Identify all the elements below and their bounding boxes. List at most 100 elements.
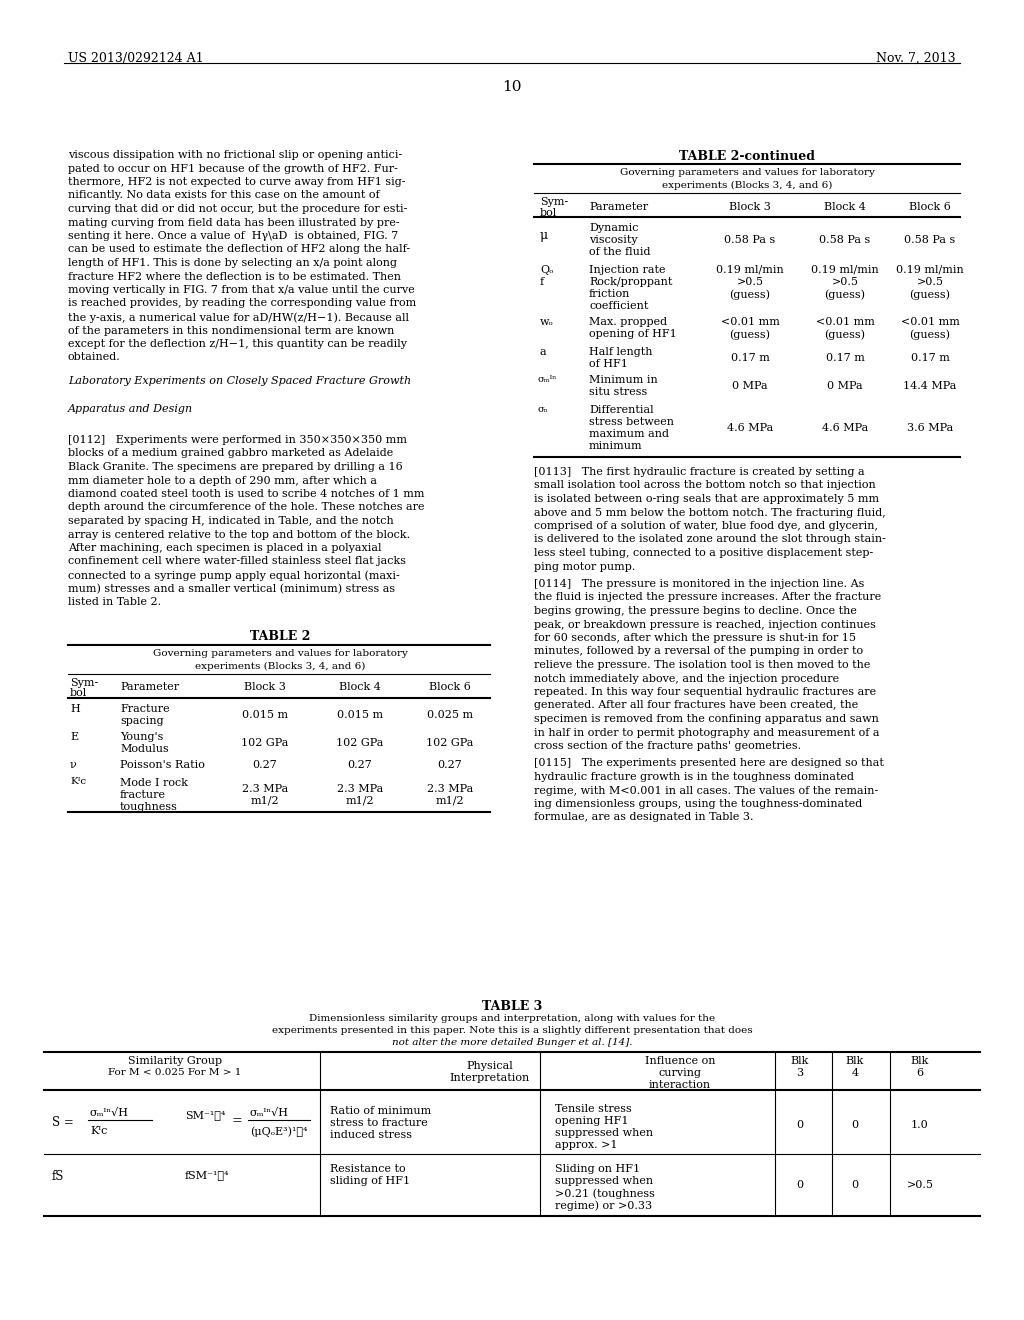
Text: blocks of a medium grained gabbro marketed as Adelaide: blocks of a medium grained gabbro market… <box>68 449 393 458</box>
Text: coefficient: coefficient <box>589 301 648 312</box>
Text: suppressed when: suppressed when <box>555 1176 653 1185</box>
Text: 6: 6 <box>916 1068 924 1078</box>
Text: is delivered to the isolated zone around the slot through stain-: is delivered to the isolated zone around… <box>534 535 886 544</box>
Text: mm diameter hole to a depth of 290 mm, after which a: mm diameter hole to a depth of 290 mm, a… <box>68 475 377 486</box>
Text: σₘᴵⁿ√H: σₘᴵⁿ√H <box>90 1107 129 1118</box>
Text: Kᴵc: Kᴵc <box>70 777 86 787</box>
Text: depth around the circumference of the hole. These notches are: depth around the circumference of the ho… <box>68 503 425 512</box>
Text: Black Granite. The specimens are prepared by drilling a 16: Black Granite. The specimens are prepare… <box>68 462 402 473</box>
Text: Blk: Blk <box>846 1056 864 1067</box>
Text: [0112]   Experiments were performed in 350×350×350 mm: [0112] Experiments were performed in 350… <box>68 436 407 445</box>
Text: 0.015 m: 0.015 m <box>242 710 288 719</box>
Text: Young's: Young's <box>120 731 164 742</box>
Text: TABLE 3: TABLE 3 <box>482 1001 542 1012</box>
Text: hydraulic fracture growth is in the toughness dominated: hydraulic fracture growth is in the toug… <box>534 772 854 781</box>
Text: pated to occur on HF1 because of the growth of HF2. Fur-: pated to occur on HF1 because of the gro… <box>68 164 398 173</box>
Text: 0.17 m: 0.17 m <box>825 352 864 363</box>
Text: is isolated between o-ring seals that are approximately 5 mm: is isolated between o-ring seals that ar… <box>534 494 880 504</box>
Text: μ: μ <box>540 228 548 242</box>
Text: SM⁻¹ᐟ⁴: SM⁻¹ᐟ⁴ <box>185 1110 225 1119</box>
Text: σₙ: σₙ <box>538 405 549 414</box>
Text: viscosity: viscosity <box>589 235 638 246</box>
Text: viscous dissipation with no frictional slip or opening antici-: viscous dissipation with no frictional s… <box>68 150 402 160</box>
Text: opening of HF1: opening of HF1 <box>589 329 677 339</box>
Text: Governing parameters and values for laboratory: Governing parameters and values for labo… <box>153 648 408 657</box>
Text: Parameter: Parameter <box>589 202 648 213</box>
Text: ping motor pump.: ping motor pump. <box>534 561 635 572</box>
Text: spacing: spacing <box>120 715 164 726</box>
Text: m1/2: m1/2 <box>435 796 464 805</box>
Text: Block 3: Block 3 <box>244 682 286 693</box>
Text: 0.015 m: 0.015 m <box>337 710 383 719</box>
Text: in half in order to permit photography and measurement of a: in half in order to permit photography a… <box>534 727 880 738</box>
Text: regime, with M<0.001 in all cases. The values of the remain-: regime, with M<0.001 in all cases. The v… <box>534 785 879 796</box>
Text: bol: bol <box>70 689 87 698</box>
Text: Physical: Physical <box>467 1061 513 1071</box>
Text: 3.6 MPa: 3.6 MPa <box>907 422 953 433</box>
Text: minutes, followed by a reversal of the pumping in order to: minutes, followed by a reversal of the p… <box>534 647 863 656</box>
Text: 4: 4 <box>851 1068 858 1078</box>
Text: obtained.: obtained. <box>68 352 121 363</box>
Text: 102 GPa: 102 GPa <box>336 738 384 747</box>
Text: friction: friction <box>589 289 631 300</box>
Text: length of HF1. This is done by selecting an x/a point along: length of HF1. This is done by selecting… <box>68 257 397 268</box>
Text: <0.01 mm: <0.01 mm <box>815 317 874 327</box>
Text: except for the deflection z/H−1, this quantity can be readily: except for the deflection z/H−1, this qu… <box>68 339 407 348</box>
Text: diamond coated steel tooth is used to scribe 4 notches of 1 mm: diamond coated steel tooth is used to sc… <box>68 488 425 499</box>
Text: connected to a syringe pump apply equal horizontal (maxi-: connected to a syringe pump apply equal … <box>68 570 399 581</box>
Text: <0.01 mm: <0.01 mm <box>900 317 959 327</box>
Text: stress between: stress between <box>589 417 674 426</box>
Text: separated by spacing H, indicated in Table, and the notch: separated by spacing H, indicated in Tab… <box>68 516 394 525</box>
Text: [0113]   The first hydraulic fracture is created by setting a: [0113] The first hydraulic fracture is c… <box>534 467 864 477</box>
Text: Injection rate: Injection rate <box>589 265 666 275</box>
Text: 2.3 MPa: 2.3 MPa <box>242 784 288 793</box>
Text: Tensile stress: Tensile stress <box>555 1104 632 1114</box>
Text: σₘᴵⁿ: σₘᴵⁿ <box>538 375 557 384</box>
Text: >0.5: >0.5 <box>736 277 764 286</box>
Text: Poisson's Ratio: Poisson's Ratio <box>120 759 205 770</box>
Text: curving: curving <box>658 1068 701 1078</box>
Text: 0.58 Pa s: 0.58 Pa s <box>904 235 955 246</box>
Text: specimen is removed from the confining apparatus and sawn: specimen is removed from the confining a… <box>534 714 879 723</box>
Text: Modulus: Modulus <box>120 743 169 754</box>
Text: >0.5: >0.5 <box>916 277 943 286</box>
Text: sliding of HF1: sliding of HF1 <box>330 1176 411 1185</box>
Text: (guess): (guess) <box>909 289 950 300</box>
Text: (guess): (guess) <box>729 329 770 339</box>
Text: minimum: minimum <box>589 441 643 451</box>
Text: (μQₒE³)¹ᐟ⁴: (μQₒE³)¹ᐟ⁴ <box>250 1126 307 1137</box>
Text: Sliding on HF1: Sliding on HF1 <box>555 1164 640 1173</box>
Text: 0.27: 0.27 <box>347 759 373 770</box>
Text: Laboratory Experiments on Closely Spaced Fracture Growth: Laboratory Experiments on Closely Spaced… <box>68 376 411 385</box>
Text: is reached provides, by reading the corresponding value from: is reached provides, by reading the corr… <box>68 298 416 309</box>
Text: Blk: Blk <box>791 1056 809 1067</box>
Text: (guess): (guess) <box>824 289 865 300</box>
Text: moving vertically in FIG. 7 from that x/a value until the curve: moving vertically in FIG. 7 from that x/… <box>68 285 415 294</box>
Text: 4.6 MPa: 4.6 MPa <box>727 422 773 433</box>
Text: (guess): (guess) <box>824 329 865 339</box>
Text: 0.19 ml/min: 0.19 ml/min <box>716 265 784 275</box>
Text: >0.5: >0.5 <box>906 1180 934 1191</box>
Text: >0.5: >0.5 <box>831 277 858 286</box>
Text: a: a <box>540 347 547 356</box>
Text: less steel tubing, connected to a positive displacement step-: less steel tubing, connected to a positi… <box>534 548 873 558</box>
Text: TABLE 2-continued: TABLE 2-continued <box>679 150 815 162</box>
Text: for 60 seconds, after which the pressure is shut-in for 15: for 60 seconds, after which the pressure… <box>534 634 856 643</box>
Text: >0.21 (toughness: >0.21 (toughness <box>555 1188 655 1199</box>
Text: m1/2: m1/2 <box>346 796 375 805</box>
Text: maximum and: maximum and <box>589 429 669 440</box>
Text: generated. After all four fractures have been created, the: generated. After all four fractures have… <box>534 701 858 710</box>
Text: Apparatus and Design: Apparatus and Design <box>68 404 194 414</box>
Text: Block 6: Block 6 <box>429 682 471 693</box>
Text: σₘᴵⁿ√H: σₘᴵⁿ√H <box>250 1107 289 1118</box>
Text: Rock/proppant: Rock/proppant <box>589 277 673 286</box>
Text: fracture: fracture <box>120 789 166 800</box>
Text: opening HF1: opening HF1 <box>555 1115 629 1126</box>
Text: experiments presented in this paper. Note this is a slightly different presentat: experiments presented in this paper. Not… <box>271 1026 753 1035</box>
Text: 0.27: 0.27 <box>253 759 278 770</box>
Text: Kᴵc: Kᴵc <box>90 1126 108 1137</box>
Text: situ stress: situ stress <box>589 387 647 397</box>
Text: begins growing, the pressure begins to decline. Once the: begins growing, the pressure begins to d… <box>534 606 857 616</box>
Text: notch immediately above, and the injection procedure: notch immediately above, and the injecti… <box>534 673 839 684</box>
Text: fracture HF2 where the deflection is to be estimated. Then: fracture HF2 where the deflection is to … <box>68 272 401 281</box>
